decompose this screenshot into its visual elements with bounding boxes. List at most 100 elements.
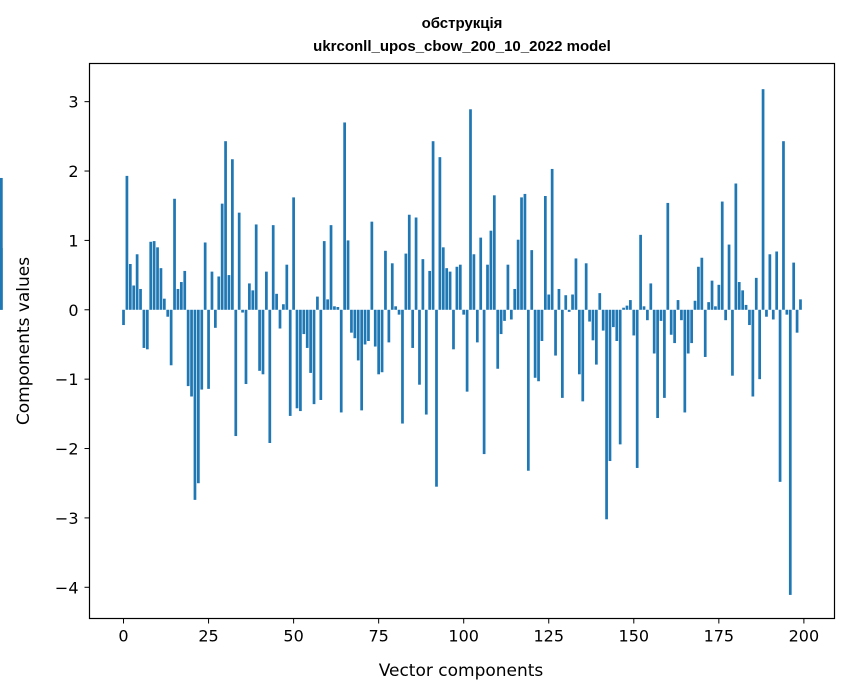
bar-139 xyxy=(595,309,598,365)
bar-28 xyxy=(217,276,221,310)
bar-44 xyxy=(271,225,275,310)
bar-118 xyxy=(523,193,527,310)
bar-26 xyxy=(210,271,214,310)
bar-39 xyxy=(254,224,258,310)
bar-32 xyxy=(231,159,234,310)
bar-54 xyxy=(305,309,309,348)
bar-147 xyxy=(622,307,625,310)
bar-140 xyxy=(598,293,602,310)
bar-161 xyxy=(669,309,673,335)
bar-69 xyxy=(356,309,360,361)
bar-142 xyxy=(605,309,608,520)
bar-10 xyxy=(156,247,159,310)
bar-0 xyxy=(122,309,125,326)
bar-93 xyxy=(438,157,442,310)
bar-157 xyxy=(656,309,659,419)
bar-62 xyxy=(333,306,336,310)
bar-131 xyxy=(567,309,571,312)
chart-subtitle: ukrconll_upos_cbow_200_10_2022 model xyxy=(313,38,611,55)
chart-title: обструкція xyxy=(422,15,503,32)
bar-77 xyxy=(384,250,387,310)
bar-158 xyxy=(659,309,663,321)
bar-160 xyxy=(666,202,670,310)
bar-171 xyxy=(703,309,707,357)
bar-179 xyxy=(731,309,734,376)
bar-92 xyxy=(435,309,438,487)
bar-173 xyxy=(710,280,714,310)
x-tick-label: 0 xyxy=(118,627,128,646)
bar-133 xyxy=(574,258,578,310)
bar-55 xyxy=(309,309,312,373)
bar-130 xyxy=(564,295,568,310)
bar-168 xyxy=(693,300,697,310)
bar-46 xyxy=(278,309,282,329)
bar-180 xyxy=(734,183,738,310)
bar-185 xyxy=(751,309,755,397)
bar-172 xyxy=(707,302,710,310)
bar-13 xyxy=(166,309,170,317)
bar-189 xyxy=(765,309,768,317)
bar-87 xyxy=(418,309,421,385)
bar-40 xyxy=(258,309,261,371)
bar-152 xyxy=(639,234,642,310)
bar-75 xyxy=(377,309,381,375)
bar-174 xyxy=(714,306,717,310)
bar-126 xyxy=(550,168,554,310)
bar-183 xyxy=(744,304,748,310)
bar-121 xyxy=(533,309,537,378)
bar-25 xyxy=(207,309,210,389)
bar-24 xyxy=(203,242,207,310)
bar-31 xyxy=(227,275,231,310)
x-tick-label: 75 xyxy=(368,627,388,646)
bar-96 xyxy=(448,271,452,310)
bar-100 xyxy=(462,309,466,315)
bar-138 xyxy=(591,309,595,341)
bar-143 xyxy=(608,309,612,462)
x-tick-label: 100 xyxy=(448,627,479,646)
bar-80 xyxy=(394,306,398,310)
bar-7 xyxy=(145,309,149,350)
bar-1 xyxy=(125,175,129,310)
bar-182 xyxy=(741,290,745,310)
bar-35 xyxy=(241,309,244,313)
bar-51 xyxy=(295,309,299,409)
y-tick-label: −1 xyxy=(55,370,79,389)
bar-129 xyxy=(560,309,564,398)
bar-154 xyxy=(646,309,649,321)
bar-110 xyxy=(496,309,500,369)
bar-165 xyxy=(683,309,687,413)
x-axis-ticks: 0 25 50 75 100 125 150 175 200 xyxy=(118,618,819,646)
bar-9 xyxy=(152,241,156,310)
bar-177 xyxy=(724,309,727,321)
bar-94 xyxy=(441,247,445,310)
bar-undefined xyxy=(0,177,3,310)
bar-58 xyxy=(319,309,323,400)
bar-63 xyxy=(336,307,340,310)
bar-57 xyxy=(316,296,319,310)
bar-86 xyxy=(414,217,418,310)
bar-19 xyxy=(186,309,190,387)
bar-198 xyxy=(795,309,799,333)
x-tick-label: 175 xyxy=(704,627,735,646)
bar-15 xyxy=(173,198,176,310)
bar-84 xyxy=(407,214,411,310)
bar-117 xyxy=(520,197,523,310)
x-tick-label: 125 xyxy=(533,627,564,646)
bar-141 xyxy=(601,309,605,331)
bar-166 xyxy=(686,309,690,354)
x-axis-label: Vector components xyxy=(379,661,544,681)
bar-169 xyxy=(697,266,700,310)
bar-2 xyxy=(128,263,132,310)
bar-162 xyxy=(673,309,676,344)
bar-60 xyxy=(326,299,329,310)
bar-27 xyxy=(214,309,217,328)
bar-105 xyxy=(479,237,483,310)
bar-146 xyxy=(618,309,622,445)
bar-194 xyxy=(782,141,785,310)
y-tick-label: 0 xyxy=(68,301,78,320)
bar-176 xyxy=(720,201,724,310)
bar-124 xyxy=(543,196,547,310)
bar-192 xyxy=(775,251,779,310)
y-tick-label: −2 xyxy=(55,440,79,459)
bar-68 xyxy=(353,309,357,339)
